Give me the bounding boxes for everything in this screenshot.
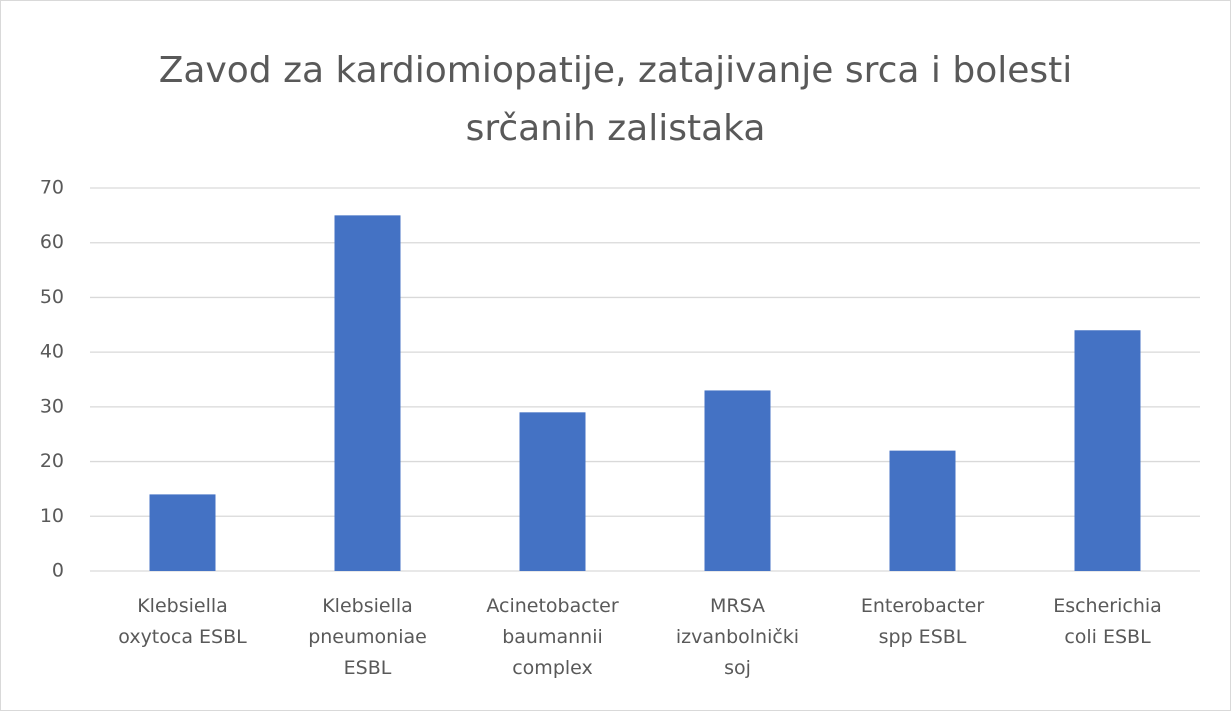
y-tick-label: 70: [40, 177, 64, 199]
bar: [519, 412, 586, 571]
y-tick-label: 0: [52, 560, 64, 582]
x-tick-label: MRSA izvanbolnički soj: [675, 595, 800, 679]
x-tick-label: Enterobacter spp ESBL: [860, 595, 985, 648]
x-tick-label: Klebsiella oxytoca ESBL: [118, 595, 247, 648]
y-tick-label: 40: [40, 341, 64, 363]
bar: [704, 390, 771, 571]
y-tick-label: 10: [40, 505, 64, 527]
bar: [889, 450, 956, 571]
y-tick-label: 20: [40, 450, 64, 472]
chart-title: Zavod za kardiomiopatije, zatajivanje sr…: [158, 50, 1073, 149]
x-tick-label: Klebsiella pneumoniae ESBL: [308, 595, 427, 679]
bar: [334, 215, 401, 571]
y-tick-label: 50: [40, 286, 64, 308]
x-tick-label: Acinetobacter baumannii complex: [486, 595, 619, 679]
x-tick-label: Escherichia coli ESBL: [1053, 595, 1162, 648]
y-tick-label: 60: [40, 231, 64, 253]
bar: [149, 494, 216, 571]
y-tick-label: 30: [40, 395, 64, 417]
bar: [1074, 330, 1141, 571]
